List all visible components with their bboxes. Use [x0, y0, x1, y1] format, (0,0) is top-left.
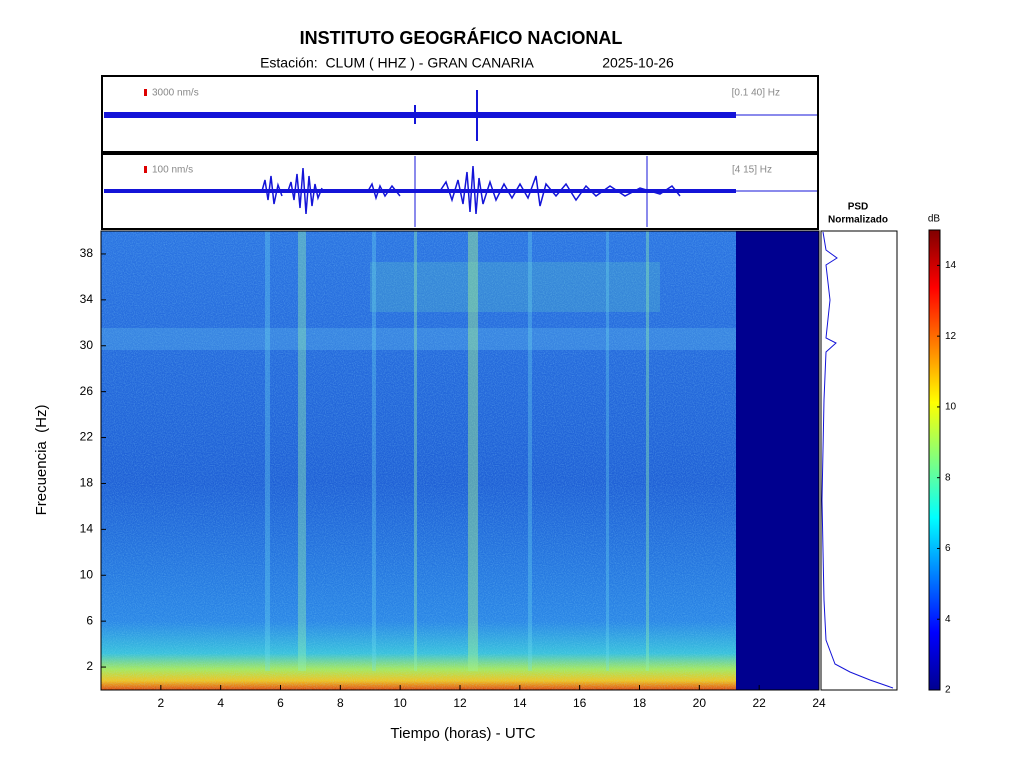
y-tick-label: 6	[86, 613, 93, 627]
colorbar-tick-label: 2	[945, 685, 951, 696]
trace-band: [4 15] Hz	[732, 165, 772, 176]
title: INSTITUTO GEOGRÁFICO NACIONAL	[300, 27, 623, 48]
y-tick-label: 10	[80, 567, 94, 581]
y-axis-label: Frecuencia (Hz)	[33, 405, 50, 516]
x-tick-label: 6	[277, 696, 284, 710]
colorbar-tick-label: 12	[945, 331, 957, 342]
x-axis-label: Tiempo (horas) - UTC	[390, 725, 535, 742]
x-tick-label: 10	[393, 696, 407, 710]
spectrogram	[100, 230, 820, 691]
trace-scale: 3000 nm/s	[152, 88, 199, 99]
x-tick-label: 16	[573, 696, 587, 710]
y-tick-label: 30	[80, 338, 94, 352]
colorbar-label: dB	[928, 214, 941, 225]
psd-panel	[820, 230, 898, 691]
y-tick-label: 26	[80, 384, 94, 398]
x-tick-label: 20	[693, 696, 707, 710]
y-tick-label: 18	[80, 476, 94, 490]
x-tick-label: 8	[337, 696, 344, 710]
x-tick-label: 18	[633, 696, 647, 710]
date: 2025-10-26	[602, 55, 674, 71]
x-tick-label: 24	[812, 696, 826, 710]
x-tick-label: 14	[513, 696, 527, 710]
colorbar-tick-label: 10	[945, 402, 957, 413]
colorbar-tick-label: 14	[945, 260, 957, 271]
psd-title: Normalizado	[828, 215, 888, 226]
y-tick-label: 38	[80, 246, 94, 260]
x-tick-label: 4	[217, 696, 224, 710]
y-tick-label: 22	[80, 430, 94, 444]
colorbar-tick-label: 8	[945, 472, 951, 483]
y-tick-label: 14	[80, 522, 94, 536]
subtitle: Estación: CLUM ( HHZ ) - GRAN CANARIA	[260, 55, 534, 71]
trace-panel: 3000 nm/s [0.1 40] Hz	[101, 75, 819, 153]
x-tick-label: 2	[157, 696, 164, 710]
colorbar	[928, 229, 941, 691]
x-tick-label: 12	[453, 696, 467, 710]
trace-scale: 100 nm/s	[152, 165, 193, 176]
colorbar-tick-label: 4	[945, 614, 951, 625]
y-tick-label: 2	[86, 659, 93, 673]
trace-panel: 100 nm/s [4 15] Hz	[101, 153, 819, 230]
y-tick-label: 34	[80, 292, 94, 306]
x-tick-label: 22	[752, 696, 766, 710]
psd-title: PSD	[848, 202, 869, 213]
trace-band: [0.1 40] Hz	[732, 88, 780, 99]
colorbar-tick-label: 6	[945, 543, 951, 554]
